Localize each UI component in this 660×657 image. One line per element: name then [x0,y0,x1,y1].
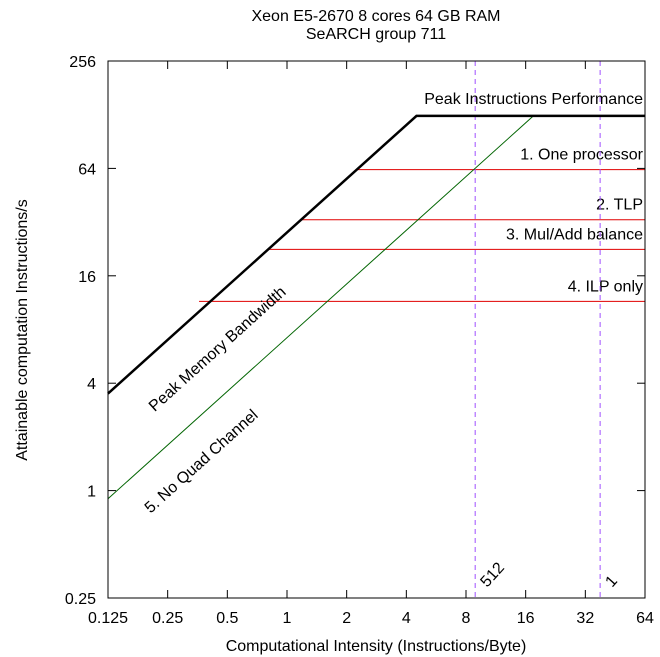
y-tick-label: 4 [87,376,96,393]
x-tick-label: 0.5 [216,610,238,627]
x-tick-label: 4 [402,610,411,627]
y-axis-label: Attainable computation Instructions/s [14,199,31,460]
axis-ticks: 0.125 0.25 0.5 1 2 4 8 16 32 64 0.25 1 4 16 64 256 [65,54,654,627]
x-tick-label: 2 [342,610,351,627]
chart-subtitle: SeARCH group 711 [306,26,446,43]
y-tick-label: 64 [78,161,96,178]
y-tick-label: 0.25 [65,591,96,608]
y-tick-label: 16 [78,269,96,286]
y-tick-label: 1 [87,484,96,501]
x-tick-label: 16 [517,610,535,627]
diagonal-line [107,115,534,500]
diagonal-label: 5. No Quad Channel [142,407,262,517]
plot-marks: 1. One processor 2. TLP 3. Mul/Add balance… [107,61,645,598]
roofline-bandwidth-label: Peak Memory Bandwidth [146,284,290,416]
vertical-marker-label-2: 1 [602,573,621,591]
ceiling-label-3: 3. Mul/Add balance [506,226,643,243]
x-axis-label: Computational Intensity (Instructions/By… [226,638,527,655]
ceiling-label-4: 4. ILP only [568,278,643,295]
x-tick-label: 8 [462,610,471,627]
y-tick-label: 256 [69,54,96,71]
x-tick-label: 0.125 [88,610,128,627]
x-tick-label: 0.25 [152,610,183,627]
roofline-line [107,114,645,395]
vertical-marker-label-1: 512 [478,559,509,590]
chart-title: Xeon E5-2670 8 cores 64 GB RAM [251,8,500,25]
ceiling-label-1: 1. One processor [520,147,643,164]
ceiling-label-2: 2. TLP [596,197,643,214]
roofline-peak-label: Peak Instructions Performance [424,91,643,108]
x-tick-label: 32 [576,610,594,627]
plot-frame [107,60,646,599]
x-tick-label: 64 [636,610,654,627]
x-tick-label: 1 [283,610,292,627]
